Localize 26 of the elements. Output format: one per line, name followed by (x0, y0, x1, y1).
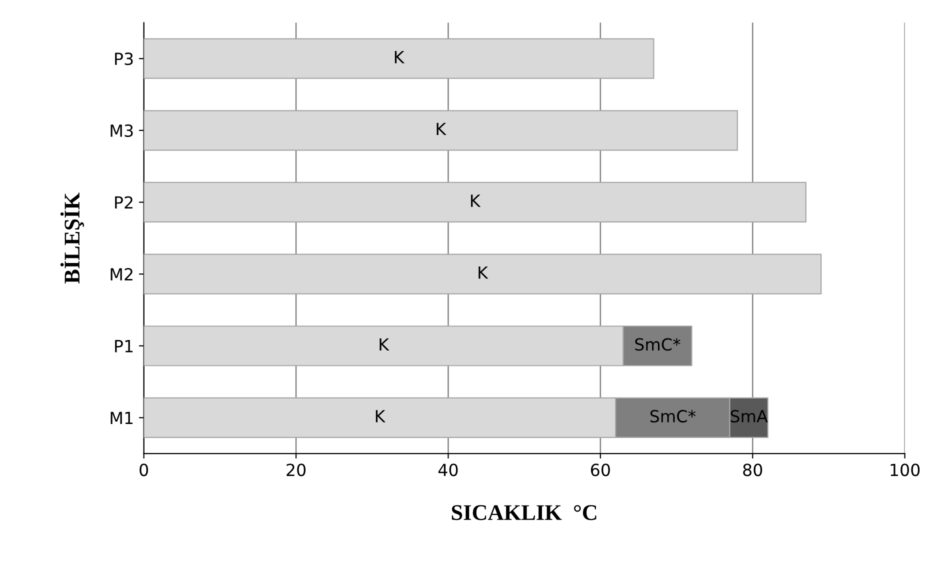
bar (144, 38, 654, 79)
text: SmC* (650, 410, 696, 423)
text: K (380, 338, 390, 350)
text: K (436, 122, 446, 136)
y-tick-label: M2 (110, 268, 132, 280)
series-label: K (478, 266, 488, 279)
y-axis-title: BİLEŞİK (60, 192, 84, 284)
x-tick-label: 20 (286, 464, 306, 476)
y-tick-label: M1 (110, 412, 133, 424)
y-tick-label: M3 (110, 124, 133, 137)
text: K (376, 410, 386, 422)
y-tick-label: P1 (115, 340, 133, 352)
x-axis-title: SICAKLIK °C (452, 505, 596, 520)
text: K (471, 194, 481, 207)
y-tick-label: P3 (115, 52, 133, 66)
x-tick-label: 80 (743, 464, 762, 476)
text: K (394, 51, 405, 64)
x-tick-label: 40 (438, 464, 458, 476)
x-tick-label: 0 (140, 464, 148, 476)
y-tick-label: P2 (115, 196, 132, 209)
bar (144, 254, 822, 294)
x-tick-label: 60 (590, 464, 610, 476)
x-tick-label: 100 (890, 464, 920, 476)
series-label: SmC* (635, 338, 680, 351)
bar (144, 110, 738, 151)
bar (144, 182, 806, 223)
